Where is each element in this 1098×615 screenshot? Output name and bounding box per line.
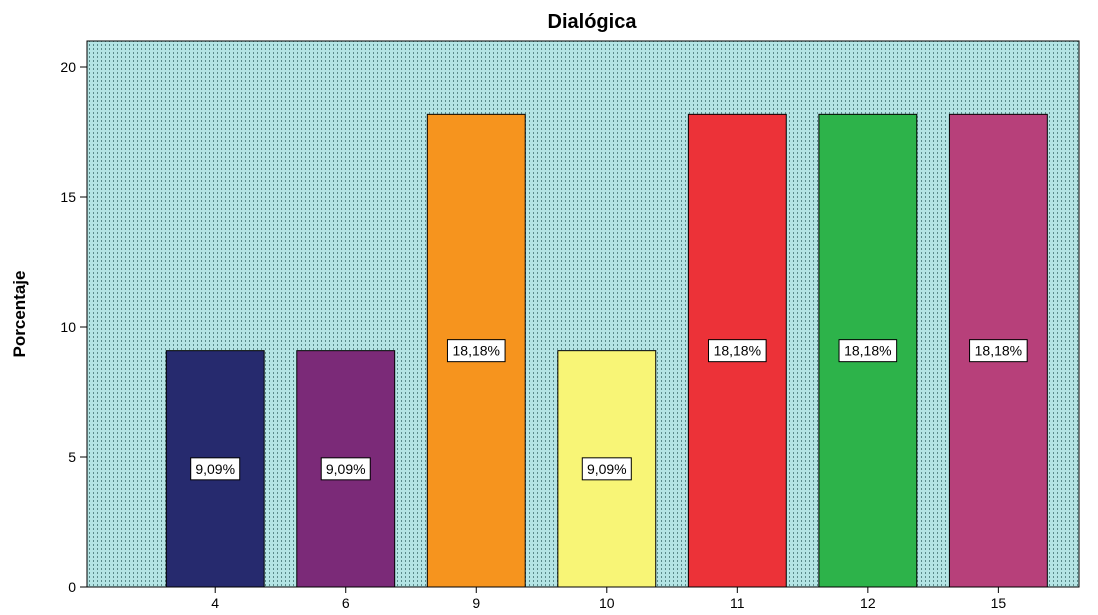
x-tick-label: 6 [342, 595, 350, 611]
y-tick-label: 10 [60, 319, 76, 335]
x-tick-label: 12 [860, 595, 876, 611]
x-tick-label: 10 [599, 595, 615, 611]
data-label: 18,18% [714, 343, 761, 359]
y-axis: 0 5 10 15 20 [60, 59, 87, 595]
data-label-box [190, 457, 241, 481]
data-label: 18,18% [975, 343, 1022, 359]
x-tick-label: 4 [211, 595, 219, 611]
data-label: 9,09% [587, 461, 627, 477]
y-tick-label: 20 [60, 59, 76, 75]
data-label: 18,18% [844, 343, 891, 359]
data-label-box [581, 457, 632, 481]
y-tick-label: 15 [60, 189, 76, 205]
x-axis: 4 6 9 10 11 12 15 [211, 587, 1006, 611]
data-label: 9,09% [326, 461, 366, 477]
x-tick-label: 15 [991, 595, 1007, 611]
y-tick-label: 5 [68, 449, 76, 465]
data-label-box [708, 339, 767, 363]
data-label: 9,09% [195, 461, 235, 477]
y-tick-label: 0 [68, 579, 76, 595]
x-tick-label: 9 [472, 595, 480, 611]
data-label-box [838, 339, 898, 363]
bars: 9,09% 9,09% 18,18% 9,09% 18,18% 18,18% 18,18% [165, 113, 1048, 588]
y-axis-label: Porcentaje [10, 271, 29, 358]
x-tick-label: 11 [730, 595, 745, 611]
data-label-box [969, 339, 1028, 363]
data-label: 18,18% [453, 343, 500, 359]
chart-title: Dialógica [548, 11, 638, 33]
data-label-box [320, 457, 371, 481]
data-label-box [446, 339, 506, 363]
